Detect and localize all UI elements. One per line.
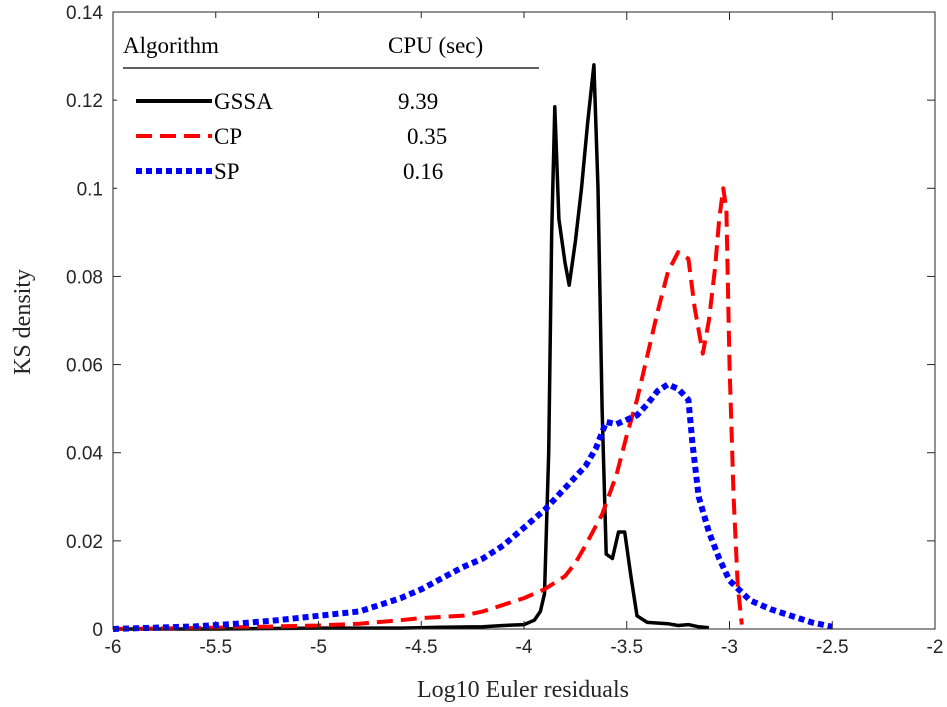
y-tick-label: 0.12 (66, 91, 103, 112)
series-line-gssa (113, 63, 710, 631)
x-tick-label: -3 (721, 637, 738, 658)
x-axis-title: Log10 Euler residuals (417, 677, 629, 703)
series-line-sp (112, 381, 833, 632)
x-tick-label: -2 (927, 637, 944, 658)
axes-layer: -6 -5.5 -5 -4.5 -4 -3.5 -3 -2.5 -2 0 0.02 0.04 0.06 0… (66, 3, 943, 658)
x-tick-label: -4 (516, 637, 533, 658)
legend-header-cpu: CPU (sec) (388, 33, 483, 58)
y-tick-label: 0.04 (66, 444, 103, 465)
y-tick-label: 0 (92, 620, 103, 641)
x-tick-label: -4.5 (405, 637, 438, 658)
legend-cpu-gssa: 9.39 (398, 89, 438, 114)
x-tick-label: -6 (105, 637, 122, 658)
legend-label-sp: SP (214, 159, 240, 184)
legend-background (117, 18, 545, 194)
y-tick-label: 0.06 (66, 356, 103, 377)
y-tick-label: 0.14 (66, 3, 103, 24)
y-tick-label: 0.1 (77, 179, 103, 200)
y-tick-label: 0.02 (66, 532, 103, 553)
x-tick-label: -5.5 (199, 637, 232, 658)
x-tick-label: -5 (310, 637, 327, 658)
y-axis-title: KS density (10, 269, 36, 375)
series-line-cp (112, 186, 744, 631)
series-layer (112, 63, 833, 632)
legend-cpu-cp: 0.35 (407, 124, 447, 149)
legend: Algorithm CPU (sec) GSSA 9.39 CP 0.35 SP… (117, 18, 545, 194)
y-tick-label: 0.08 (66, 267, 103, 288)
legend-header-algorithm: Algorithm (123, 33, 219, 58)
legend-label-gssa: GSSA (214, 89, 273, 114)
x-tick-label: -2.5 (816, 637, 849, 658)
legend-label-cp: CP (214, 124, 242, 149)
x-tick-label: -3.5 (610, 637, 643, 658)
legend-cpu-sp: 0.16 (403, 159, 443, 184)
